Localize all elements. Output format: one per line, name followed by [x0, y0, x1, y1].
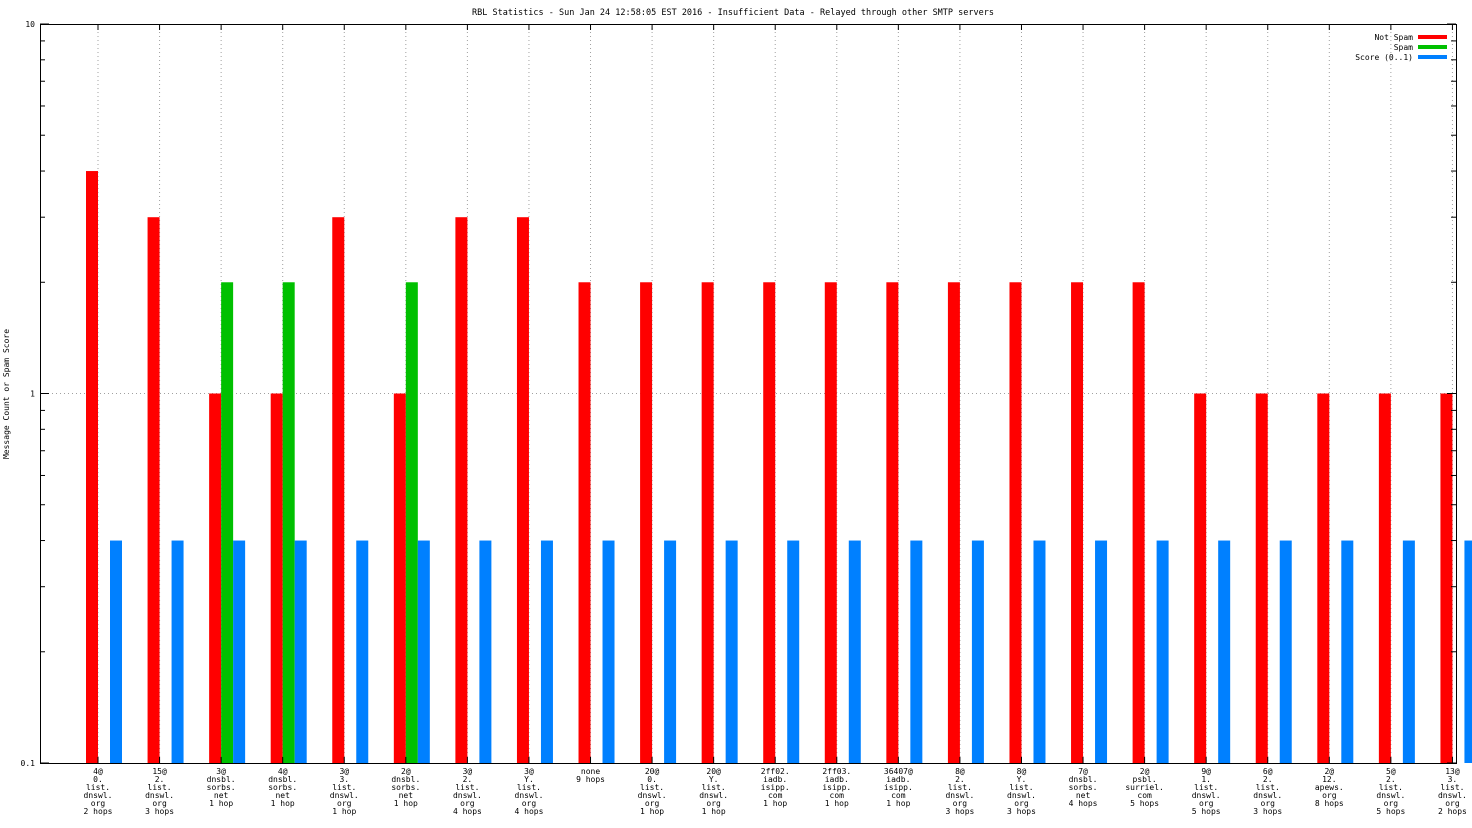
- bar-not-spam: [1440, 393, 1453, 763]
- x-tick-label: 2@ 12. apews. org 8 hops: [1315, 767, 1344, 808]
- x-tick-label: 8@ Y. list. dnswl. org 3 hops: [1007, 767, 1036, 816]
- bar-score-0-1: [1402, 540, 1415, 763]
- legend-swatch: [1418, 55, 1447, 59]
- bar-score-0-1: [1341, 540, 1354, 763]
- plot-frame: [40, 23, 1457, 764]
- x-tick-label: 4@ 0. list. dnswl. org 2 hops: [84, 767, 113, 816]
- x-tick-label: 8@ 2. list. dnswl. org 3 hops: [945, 767, 974, 816]
- bar-score-0-1: [971, 540, 984, 763]
- x-tick-label: 9@ 1. list. dnswl. org 5 hops: [1192, 767, 1221, 816]
- bar-not-spam: [947, 282, 960, 763]
- bar-not-spam: [640, 282, 653, 763]
- y-tick-label: 1: [30, 390, 35, 399]
- bar-not-spam: [1317, 393, 1330, 763]
- bar-score-0-1: [1033, 540, 1046, 763]
- bar-not-spam: [455, 217, 468, 764]
- bar-score-0-1: [356, 540, 369, 763]
- x-tick-label: 4@ dnsbl. sorbs. net 1 hop: [268, 767, 297, 808]
- bar-score-0-1: [294, 540, 307, 763]
- bar-not-spam: [1194, 393, 1207, 763]
- legend-label: Not Spam: [1374, 33, 1413, 42]
- bar-not-spam: [209, 393, 222, 763]
- x-tick-label: 13@ 3. list. dnswl. org 2 hops: [1438, 767, 1467, 816]
- bar-score-0-1: [417, 540, 430, 763]
- legend-label: Score (0..1): [1355, 53, 1413, 62]
- bar-spam: [221, 282, 234, 763]
- y-tick-label: 10: [25, 20, 35, 29]
- x-tick-label: 3@ Y. list. dnswl. org 4 hops: [515, 767, 544, 816]
- bar-not-spam: [1255, 393, 1268, 763]
- bar-not-spam: [1009, 282, 1022, 763]
- x-tick-label: 3@ 2. list. dnswl. org 4 hops: [453, 767, 482, 816]
- legend-swatch: [1418, 35, 1447, 39]
- bars: [86, 171, 1472, 764]
- x-tick-label: 2ff02. iadb. isipp. com 1 hop: [761, 767, 790, 808]
- legend-swatch: [1418, 45, 1447, 49]
- x-tick-label: 20@ 0. list. dnswl. org 1 hop: [638, 767, 667, 816]
- bar-score-0-1: [479, 540, 492, 763]
- bar-score-0-1: [848, 540, 861, 763]
- bar-not-spam: [332, 217, 345, 764]
- bar-spam: [405, 282, 418, 763]
- bar-not-spam: [1071, 282, 1084, 763]
- bar-score-0-1: [910, 540, 923, 763]
- x-tick-label: 7@ dnsbl. sorbs. net 4 hops: [1069, 767, 1098, 808]
- x-tick-label: 2@ dnsbl. sorbs. net 1 hop: [391, 767, 420, 808]
- bar-not-spam: [886, 282, 899, 763]
- bar-score-0-1: [233, 540, 246, 763]
- x-tick-label: 3@ 3. list. dnswl. org 1 hop: [330, 767, 359, 816]
- bar-score-0-1: [1464, 540, 1472, 763]
- bar-score-0-1: [1279, 540, 1292, 763]
- legend-label: Spam: [1394, 43, 1413, 52]
- chart-title: RBL Statistics - Sun Jan 24 12:58:05 EST…: [472, 8, 994, 18]
- grid-lines: [40, 24, 1456, 763]
- bar-not-spam: [86, 171, 98, 764]
- x-tick-label: 6@ 2. list. dnswl. org 3 hops: [1253, 767, 1282, 816]
- x-tick-label: 3@ dnsbl. sorbs. net 1 hop: [207, 767, 236, 808]
- bar-score-0-1: [664, 540, 677, 763]
- x-tick-label: 36407@ iadb. isipp. com 1 hop: [884, 767, 913, 808]
- x-tick-label: 5@ 2. list. dnswl. org 5 hops: [1376, 767, 1405, 816]
- bar-not-spam: [1378, 393, 1391, 763]
- bar-not-spam: [147, 217, 160, 764]
- bar-not-spam: [393, 393, 406, 763]
- y-tick-label: 0.1: [21, 759, 36, 768]
- bar-not-spam: [516, 217, 529, 764]
- bar-not-spam: [763, 282, 776, 763]
- y-axis-label: Message Count or Spam Score: [2, 329, 11, 459]
- x-tick-label: none 9 hops: [576, 767, 605, 784]
- bar-not-spam: [824, 282, 837, 763]
- bar-score-0-1: [171, 540, 184, 763]
- bar-score-0-1: [787, 540, 800, 763]
- bar-not-spam: [701, 282, 714, 763]
- bar-score-0-1: [1156, 540, 1169, 763]
- x-tick-label: 2@ psbl. surriel. com 5 hops: [1125, 767, 1164, 808]
- bar-score-0-1: [725, 540, 738, 763]
- bar-spam: [282, 282, 295, 763]
- y-tick-labels: 10 1 0.1: [21, 20, 36, 768]
- bar-not-spam: [578, 282, 591, 763]
- bar-score-0-1: [1095, 540, 1108, 763]
- x-tick-label: 2ff03. iadb. isipp. com 1 hop: [822, 767, 851, 808]
- bar-score-0-1: [110, 540, 122, 763]
- x-tick-labels: 4@ 0. list. dnswl. org 2 hops 15@ 2. list. dnswl.…: [84, 767, 1468, 816]
- bar-score-0-1: [602, 540, 615, 763]
- x-tick-label: 20@ Y. list. dnswl. org 1 hop: [699, 767, 728, 816]
- bar-not-spam: [270, 393, 283, 763]
- x-tick-label: 15@ 2. list. dnswl. org 3 hops: [145, 767, 174, 816]
- bar-score-0-1: [1218, 540, 1231, 763]
- bar-score-0-1: [540, 540, 553, 763]
- bar-not-spam: [1132, 282, 1145, 763]
